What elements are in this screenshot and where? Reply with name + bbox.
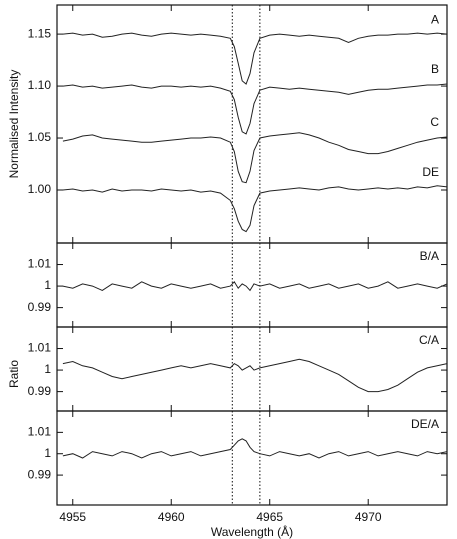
y-tick-label: 0.99 [28,384,52,398]
y-tick-label: 1 [44,278,51,292]
y-tick-label: 1 [44,362,51,376]
series-line [62,83,448,135]
y-axis-label: Ratio [7,360,21,388]
series-label: B/A [420,249,439,263]
series-line [62,438,448,459]
x-tick-label: 4970 [355,510,382,524]
x-tick-label: 4960 [158,510,185,524]
x-axis-label: Wavelength (Å) [211,524,293,539]
y-tick-label: 1.01 [28,257,52,271]
series-label: A [431,12,439,26]
y-tick-label: 1.01 [28,425,52,439]
y-tick-label: 1.01 [28,341,52,355]
panel-frame [56,326,448,412]
y-tick-label: 0.99 [28,467,52,481]
panel-frame [56,4,448,244]
series-line [62,358,448,393]
y-tick-label: 0.99 [28,300,52,314]
y-tick-label: 1 [44,446,51,460]
y-tick-label: 1.00 [28,182,52,196]
series-line [62,185,448,233]
series-label: DE/A [411,417,439,431]
y-tick-label: 1.15 [28,26,52,40]
series-label: C/A [419,333,439,347]
panel-frame [56,410,448,506]
series-line [62,132,448,184]
y-tick-label: 1.05 [28,130,52,144]
x-tick-label: 4955 [59,510,86,524]
series-line [62,32,448,85]
x-tick-label: 4965 [256,510,283,524]
series-label: DE [422,165,439,179]
series-label: B [431,62,439,76]
series-line [62,280,448,292]
y-tick-label: 1.10 [28,78,52,92]
y-axis-label: Normalised Intensity [7,70,21,179]
series-label: C [430,115,439,129]
